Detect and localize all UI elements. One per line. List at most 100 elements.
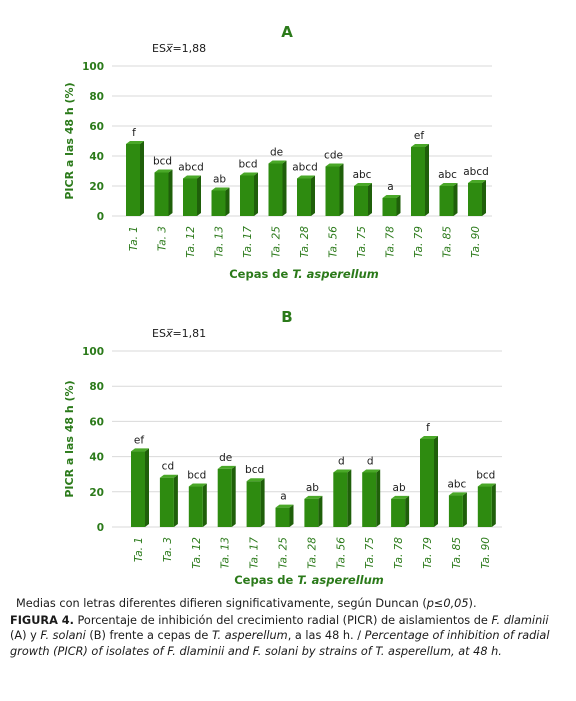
bar [183,178,197,216]
bar-side [453,183,458,216]
y-tick-label: 0 [97,522,104,534]
y-tick-label: 80 [89,91,104,103]
bar-top [240,172,258,176]
bar-side [482,180,486,216]
x-tick-label: Ta. 25 [271,226,283,258]
bar-side [347,469,352,527]
se-annotation: ESx̅=1,81 [152,327,206,340]
bar-side [318,495,323,527]
significance-letter: a [280,491,286,503]
bar-side [376,469,381,527]
bar-side [202,483,207,527]
significance-letter: cd [162,461,174,473]
bar-side [289,504,294,527]
bar-top [439,183,458,186]
bar-side [260,478,265,527]
bar [188,486,203,527]
y-tick-label: 100 [82,61,104,73]
bar-side [282,160,287,216]
significance-letter: ef [414,130,424,142]
y-tick-label: 60 [89,121,104,133]
bar-top [154,169,173,173]
bar-top [131,448,149,452]
bar [439,186,454,216]
x-tick-label: Ta. 17 [242,226,254,258]
significance-letter: bcd [476,470,495,482]
bar-side [145,448,149,527]
bar [275,507,290,527]
bar-side [254,172,258,216]
significance-letter: bcd [187,470,206,482]
bar-side [368,183,372,216]
y-tick-label: 20 [89,181,104,193]
bar [268,163,283,216]
x-tick-label: Ta. 75 [356,226,368,258]
bar [325,166,340,216]
significance-letter: d [367,455,374,467]
bar [217,468,232,527]
bar [333,472,348,527]
bar-top [183,175,201,179]
bar-top [354,183,372,186]
bar-top [325,163,344,167]
bar [477,486,492,527]
y-tick-label: 100 [82,346,104,358]
panel-title: A [281,23,293,41]
chart-panel-B: B ESx̅=1,81 0 20 40 60 80 100 PICR a las 48 h (%… [63,308,502,587]
significance-letter: ab [306,482,319,494]
bar [420,439,434,527]
significance-letter: ab [213,174,226,186]
bar-side [231,465,236,527]
significance-note: Medias con letras diferentes difieren si… [16,597,477,610]
bar-top [448,492,467,496]
y-axis-label: PICR a las 48 h (%) [63,380,76,497]
y-axis-label: PICR a las 48 h (%) [63,82,76,199]
significance-letter: bcd [153,156,172,168]
bar-side [434,436,438,527]
significance-letter: bcd [245,464,264,476]
bar-side [462,492,467,527]
panel-title: B [281,308,292,326]
bar [362,472,377,527]
significance-letter: f [426,422,430,434]
x-tick-label: Ta. 17 [249,537,261,569]
bar [354,186,368,216]
bar-top [362,469,381,473]
bar-top [297,175,315,179]
bar [448,495,463,527]
bar-side [197,175,201,216]
bar [411,147,425,216]
x-tick-label: Ta. 90 [470,226,482,258]
bar-side [396,195,401,216]
bar [131,451,145,527]
significance-letter: cde [324,150,343,162]
x-tick-label: Ta. 79 [413,226,425,258]
chart-panel-A: A ESx̅=1,88 0 20 40 60 80 100 PICR a las 48 h (%… [63,23,492,281]
bar-top [126,141,144,144]
significance-letter: ab [393,482,406,494]
bar-side [405,495,410,527]
x-axis-label: Cepas de T. asperellum [229,267,379,281]
bar-side [225,187,230,216]
y-tick-label: 60 [89,416,104,428]
bar [159,477,174,527]
x-tick-label: Ta. 28 [299,226,311,258]
significance-letter: ef [134,434,144,446]
y-tick-label: 40 [89,452,104,464]
figure-caption: Medias con letras diferentes difieren si… [10,596,566,659]
bar-top [217,465,236,469]
x-tick-label: Ta. 78 [385,226,397,258]
x-tick-label: Ta. 79 [422,537,434,569]
y-tick-label: 0 [97,211,104,223]
bar-top [333,469,352,473]
significance-letter: f [132,127,136,139]
x-tick-label: Ta. 90 [480,537,492,569]
se-annotation: ESx̅=1,88 [152,42,206,55]
y-tick-label: 20 [89,487,104,499]
x-tick-label: Ta. 78 [393,537,405,569]
significance-letter: abcd [292,162,318,174]
bar-top [275,504,294,508]
bar-top [211,187,230,191]
significance-letter: abcd [178,162,204,174]
